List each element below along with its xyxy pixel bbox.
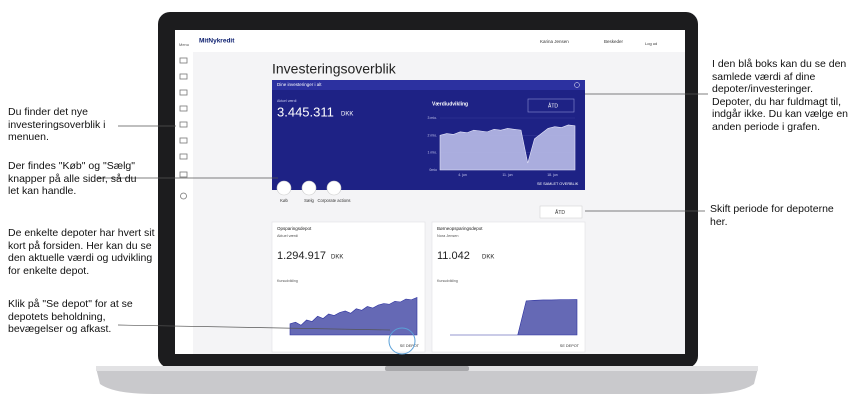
card-currency: DKK	[331, 255, 343, 261]
area	[439, 124, 576, 171]
y-tick-label: 2 mio.	[427, 133, 437, 137]
total-currency: DKK	[341, 112, 353, 118]
card-link[interactable]: SE DEPOT	[400, 344, 420, 348]
user-name[interactable]: Karina Jensen	[540, 39, 569, 44]
period-label-cards[interactable]: ÅTD	[555, 209, 565, 216]
value-label: Aktuel værdi	[277, 99, 297, 103]
page-title: Investeringsoverblik	[272, 61, 397, 77]
annotation: Der findes "Køb" og "Sælg" knapper på al…	[8, 160, 137, 197]
action-button[interactable]	[326, 180, 342, 196]
laptop-notch	[385, 366, 469, 371]
annotation: De enkelte depoter har hvert sit kort på…	[8, 227, 155, 277]
card-sub: Aktuel værdi	[277, 234, 298, 238]
area	[450, 299, 578, 336]
card-sub: Nora Jensen	[437, 234, 459, 238]
card-value: 11.042	[437, 250, 470, 262]
info-icon[interactable]	[574, 82, 580, 88]
action-buttons: Køb Sælg Corporate actions	[276, 180, 351, 203]
x-tick-label: 11. jun	[502, 173, 512, 177]
action-button[interactable]	[301, 180, 317, 196]
sidebar-icons	[179, 57, 188, 200]
chart-title: Kursudvikling	[277, 279, 298, 283]
annotation: Du finder det nye investeringsoverblik i…	[8, 106, 106, 143]
logout[interactable]: Log ud	[645, 41, 657, 46]
sidebar	[175, 52, 193, 354]
action-button[interactable]	[276, 180, 292, 196]
period-select-cards[interactable]	[539, 205, 583, 219]
messages[interactable]: Beskeder	[604, 39, 624, 44]
y-tick-label: 3 mio.	[427, 116, 437, 120]
overview-link[interactable]: SE SAMLET OVERBLIK	[537, 182, 579, 186]
action-label[interactable]: Sælg	[304, 198, 314, 203]
action-label[interactable]: Køb	[280, 198, 288, 203]
cards: Opsparingsdepot Aktuel værdi 1.294.917 DKK K…	[271, 221, 586, 353]
chart-title: Kursudvikling	[437, 279, 458, 283]
overview-box	[272, 80, 585, 190]
annotation: Klik på "Se depot" for at se depotets be…	[8, 298, 133, 335]
y-tick-label: 1 mio.	[427, 151, 437, 155]
app-header	[175, 30, 685, 52]
period-select[interactable]	[527, 98, 575, 113]
menu-label[interactable]: Menu	[179, 42, 189, 47]
overview-chart: 3 mio. 2 mio. 1 mio. 0mio 4. jun 11. jun 18. j…	[427, 116, 576, 177]
screen	[175, 30, 685, 354]
card-currency: DKK	[482, 255, 494, 261]
logo[interactable]: MitNykredit	[199, 38, 235, 45]
y-tick-label: 0mio	[429, 168, 437, 172]
total-value: 3.445.311	[277, 104, 334, 119]
card-link[interactable]: SE DEPOT	[560, 344, 580, 348]
card-value: 1.294.917	[277, 250, 326, 262]
x-tick-label: 18. jun	[547, 173, 558, 177]
laptop-base	[96, 368, 758, 394]
action-label[interactable]: Corporate actions	[317, 198, 350, 203]
overview-heading: Dine investeringer i alt	[277, 82, 322, 87]
card-name: Børneopsparingsdepot	[437, 226, 483, 231]
highlight-circle	[388, 327, 416, 355]
card-name: Opsparingsdepot	[277, 226, 312, 231]
area	[289, 297, 418, 336]
period-label[interactable]: ÅTD	[548, 102, 558, 109]
annotation: Skift periode for depoterne her.	[710, 203, 834, 228]
leader-lines	[98, 93, 708, 331]
x-tick-label: 4. jun	[458, 173, 467, 177]
annotation: I den blå boks kan du se den samlede vær…	[712, 58, 848, 133]
overview-header	[272, 80, 585, 90]
chart-title: Værdiudvikling	[432, 101, 468, 107]
